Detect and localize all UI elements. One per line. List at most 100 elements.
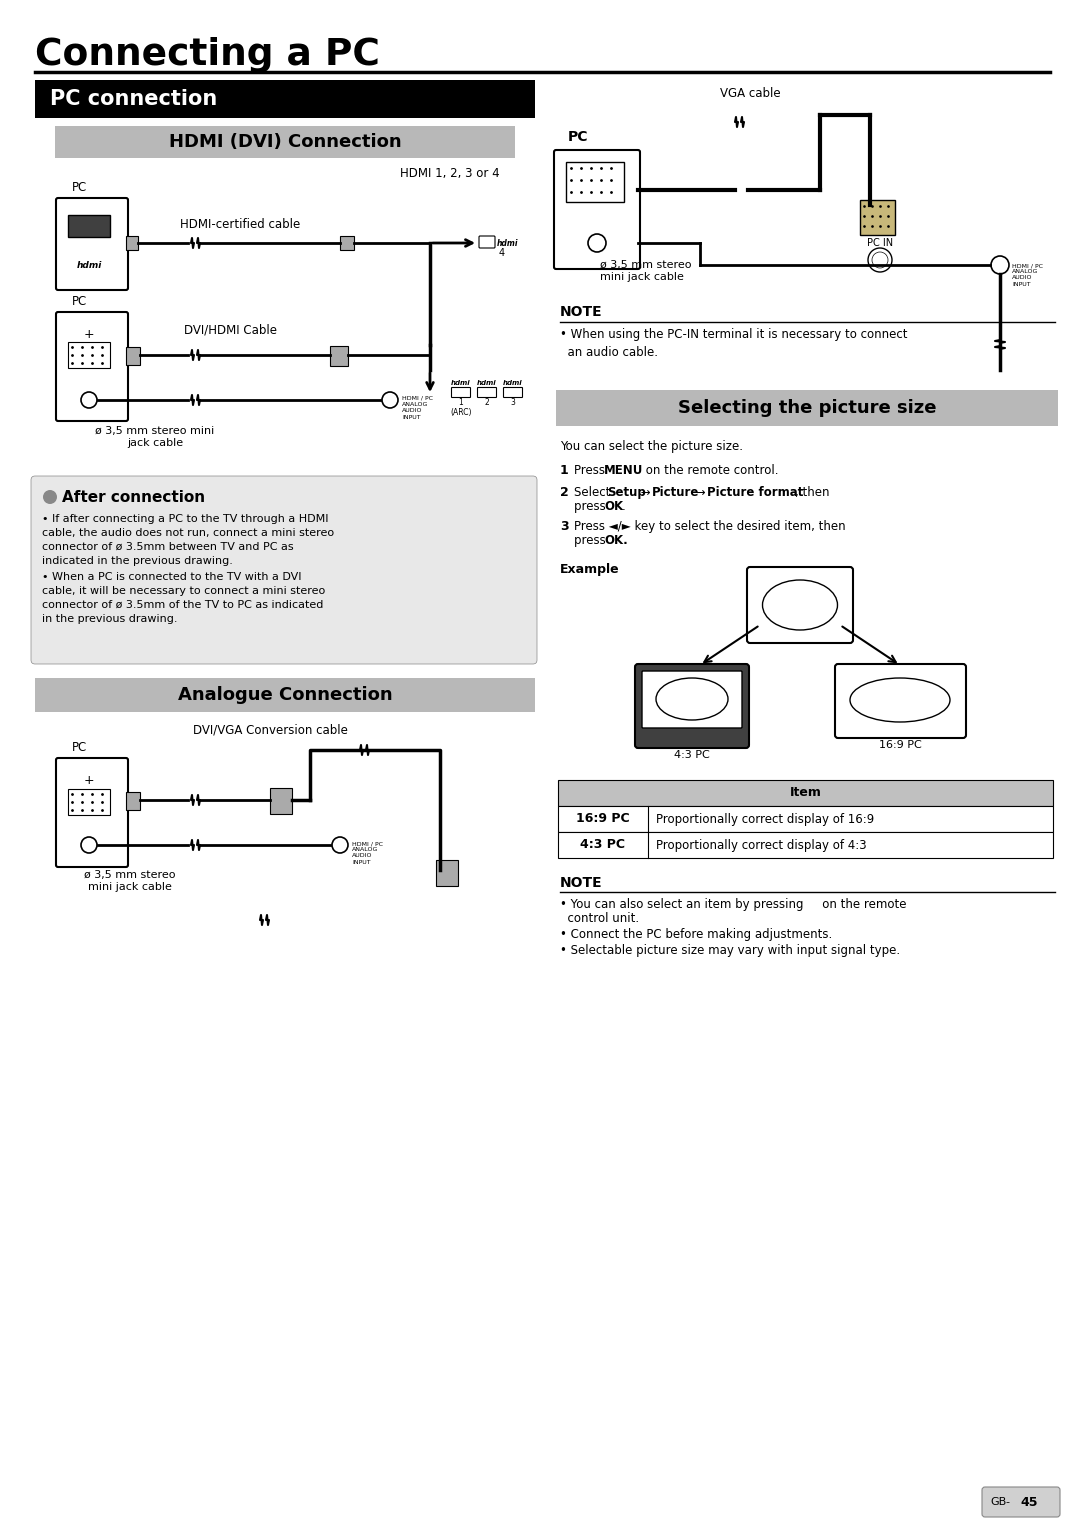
FancyBboxPatch shape [451,388,471,397]
Text: 16:9 PC: 16:9 PC [577,812,630,826]
Text: VGA cable: VGA cable [720,87,781,100]
Bar [68,342,110,368]
FancyBboxPatch shape [747,567,853,643]
FancyBboxPatch shape [554,150,640,270]
Text: 45: 45 [1020,1495,1038,1509]
Bar [35,679,535,712]
Text: hdmi: hdmi [77,260,102,270]
Ellipse shape [850,679,950,722]
Text: OK: OK [604,499,623,513]
Text: • Connect the PC before making adjustments.: • Connect the PC before making adjustmen… [561,928,833,941]
Text: 1: 1 [561,464,569,476]
Bar [860,201,895,234]
Bar [126,236,138,250]
Circle shape [872,251,888,268]
Text: 1
(ARC): 1 (ARC) [450,398,472,417]
Circle shape [868,248,892,273]
Text: NOTE: NOTE [561,305,603,319]
Text: 2: 2 [561,486,569,499]
Text: Picture format: Picture format [707,486,804,499]
Text: press: press [573,535,609,547]
Bar [68,789,110,815]
Text: 3: 3 [511,398,515,408]
Text: ø 3,5 mm stereo
mini jack cable: ø 3,5 mm stereo mini jack cable [84,870,176,892]
Circle shape [81,836,97,853]
Text: You can select the picture size.: You can select the picture size. [561,440,743,453]
Text: • You can also select an item by pressing     on the remote: • You can also select an item by pressin… [561,898,906,912]
Text: →: → [692,486,710,499]
Text: GB: GB [990,1497,1007,1507]
Text: on the remote control.: on the remote control. [642,464,779,476]
Text: HDMI / PC
ANALOG
AUDIO
INPUT: HDMI / PC ANALOG AUDIO INPUT [1012,264,1043,286]
Text: NOTE: NOTE [561,876,603,890]
FancyBboxPatch shape [56,313,129,421]
Text: HDMI / PC
ANALOG
AUDIO
INPUT: HDMI / PC ANALOG AUDIO INPUT [402,395,433,420]
Text: +: + [83,328,94,342]
FancyBboxPatch shape [56,198,129,290]
Text: • Selectable picture size may vary with input signal type.: • Selectable picture size may vary with … [561,944,900,958]
FancyBboxPatch shape [56,758,129,867]
Text: DVI/VGA Conversion cable: DVI/VGA Conversion cable [192,723,348,737]
Text: .: . [622,499,625,513]
Text: Proportionally correct display of 16:9: Proportionally correct display of 16:9 [656,812,874,826]
Text: Setup: Setup [607,486,646,499]
FancyBboxPatch shape [635,663,750,748]
Text: Analogue Connection: Analogue Connection [178,686,392,705]
FancyBboxPatch shape [503,388,523,397]
FancyBboxPatch shape [982,1488,1059,1517]
Text: Press: Press [573,464,609,476]
Text: Selecting the picture size: Selecting the picture size [678,398,936,417]
Text: control unit.: control unit. [561,912,639,925]
Text: OK.: OK. [604,535,627,547]
Text: -: - [1005,1497,1009,1507]
Text: →: → [637,486,654,499]
Text: hdmi: hdmi [497,239,518,248]
FancyBboxPatch shape [68,214,110,237]
Text: Proportionally correct display of 4:3: Proportionally correct display of 4:3 [656,838,866,852]
Text: PC IN: PC IN [867,237,893,248]
Circle shape [81,392,97,408]
Ellipse shape [656,679,728,720]
Bar [270,787,292,813]
Bar [436,859,458,885]
Text: After connection: After connection [62,490,205,504]
Bar [330,346,348,366]
Text: 16:9 PC: 16:9 PC [879,740,921,751]
Text: • When using the PC-IN terminal it is necessary to connect
  an audio cable.: • When using the PC-IN terminal it is ne… [561,328,907,358]
Text: Item: Item [789,786,822,800]
Text: +: + [83,775,94,787]
Circle shape [382,392,399,408]
Bar [558,780,1053,806]
FancyBboxPatch shape [480,236,495,248]
Circle shape [43,490,57,504]
Circle shape [991,256,1009,274]
Text: MENU: MENU [604,464,644,476]
FancyBboxPatch shape [642,671,742,728]
Text: PC: PC [568,130,589,144]
Bar [55,126,515,158]
Text: 4:3 PC: 4:3 PC [674,751,710,760]
Bar [558,832,1053,858]
Text: HDMI-certified cable: HDMI-certified cable [180,219,300,231]
Text: press: press [573,499,609,513]
Text: HDMI 1, 2, 3 or 4: HDMI 1, 2, 3 or 4 [401,167,500,181]
Text: Press ◄/► key to select the desired item, then: Press ◄/► key to select the desired item… [573,519,846,533]
Text: Connecting a PC: Connecting a PC [35,37,380,74]
Text: 3: 3 [561,519,569,533]
Text: HDMI / PC
ANALOG
AUDIO
INPUT: HDMI / PC ANALOG AUDIO INPUT [352,841,383,864]
Text: • If after connecting a PC to the TV through a HDMI
cable, the audio does not ru: • If after connecting a PC to the TV thr… [42,515,334,565]
Bar [126,792,140,810]
Text: hdmi: hdmi [451,380,471,386]
Text: PC: PC [72,296,87,308]
Text: HDMI (DVI) Connection: HDMI (DVI) Connection [168,133,402,152]
FancyBboxPatch shape [477,388,497,397]
Bar [558,806,1053,832]
Text: PC connection: PC connection [50,89,217,109]
Text: PC: PC [72,741,87,754]
Ellipse shape [762,581,837,630]
Text: 4: 4 [499,248,505,257]
Text: PC: PC [72,181,87,195]
Bar [35,80,535,118]
FancyBboxPatch shape [566,162,624,202]
Bar [556,391,1058,426]
